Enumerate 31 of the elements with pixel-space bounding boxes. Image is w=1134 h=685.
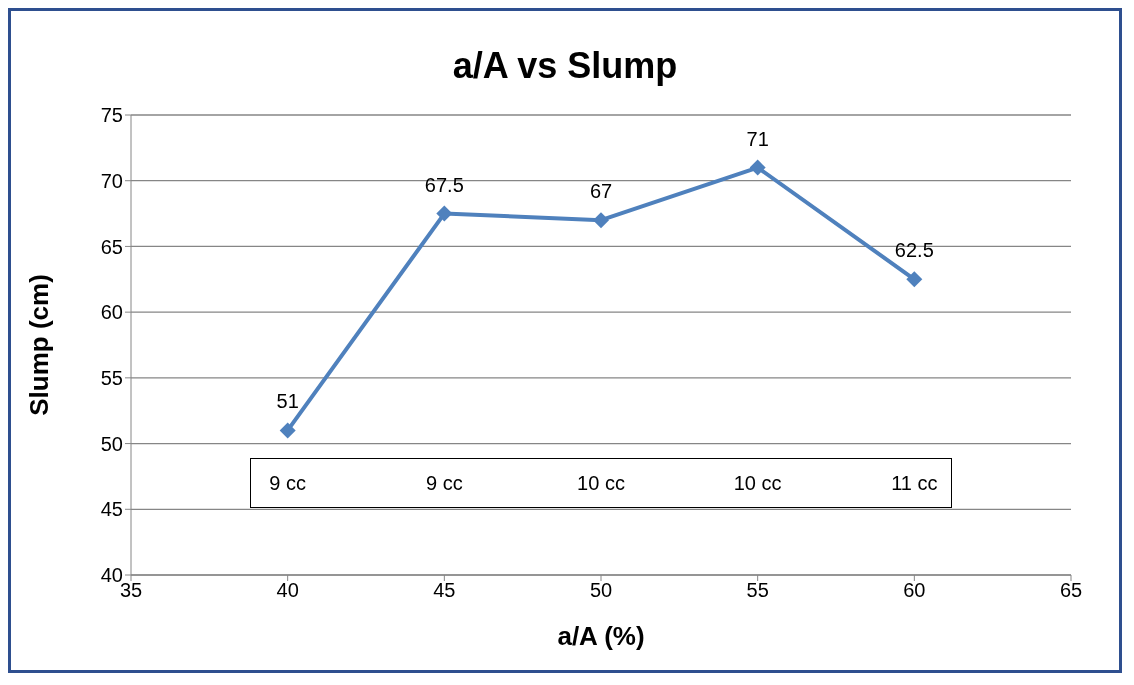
data-label: 51	[276, 390, 299, 413]
data-label: 67	[589, 180, 613, 203]
data-label: 71	[746, 127, 769, 150]
data-label: 67.5	[424, 173, 464, 196]
annotation: 9 cc	[425, 471, 463, 495]
y-tick-label: 55	[100, 366, 123, 389]
point	[906, 271, 923, 288]
chart-title: a/A vs Slump	[451, 45, 679, 88]
y-tick-label: 50	[100, 432, 123, 455]
y-tick-label: 75	[100, 104, 123, 127]
y-tick-label: 70	[100, 169, 123, 192]
annotation: 10 cc	[733, 471, 782, 495]
y-tick-label: 65	[100, 235, 123, 258]
x-axis-title: a/A (%)	[557, 621, 645, 651]
point	[749, 159, 766, 176]
y-tick-label: 45	[100, 498, 123, 521]
x-tick-label: 60	[903, 579, 926, 602]
annotation: 11 cc	[891, 471, 938, 495]
point	[279, 422, 296, 439]
x-tick-label: 50	[589, 579, 613, 602]
x-tick-label: 40	[276, 579, 299, 602]
point	[436, 205, 453, 222]
y-tick-label: 60	[100, 301, 123, 324]
x-tick-label: 65	[1059, 579, 1083, 602]
annotation: 9 cc	[269, 471, 306, 495]
x-tick-label: 45	[433, 579, 456, 602]
annotation: 10 cc	[577, 471, 625, 495]
y-axis-title: Slump (cm)	[24, 274, 55, 416]
point	[593, 212, 609, 229]
x-tick-label: 55	[746, 579, 769, 602]
data-label: 62.5	[894, 239, 934, 262]
